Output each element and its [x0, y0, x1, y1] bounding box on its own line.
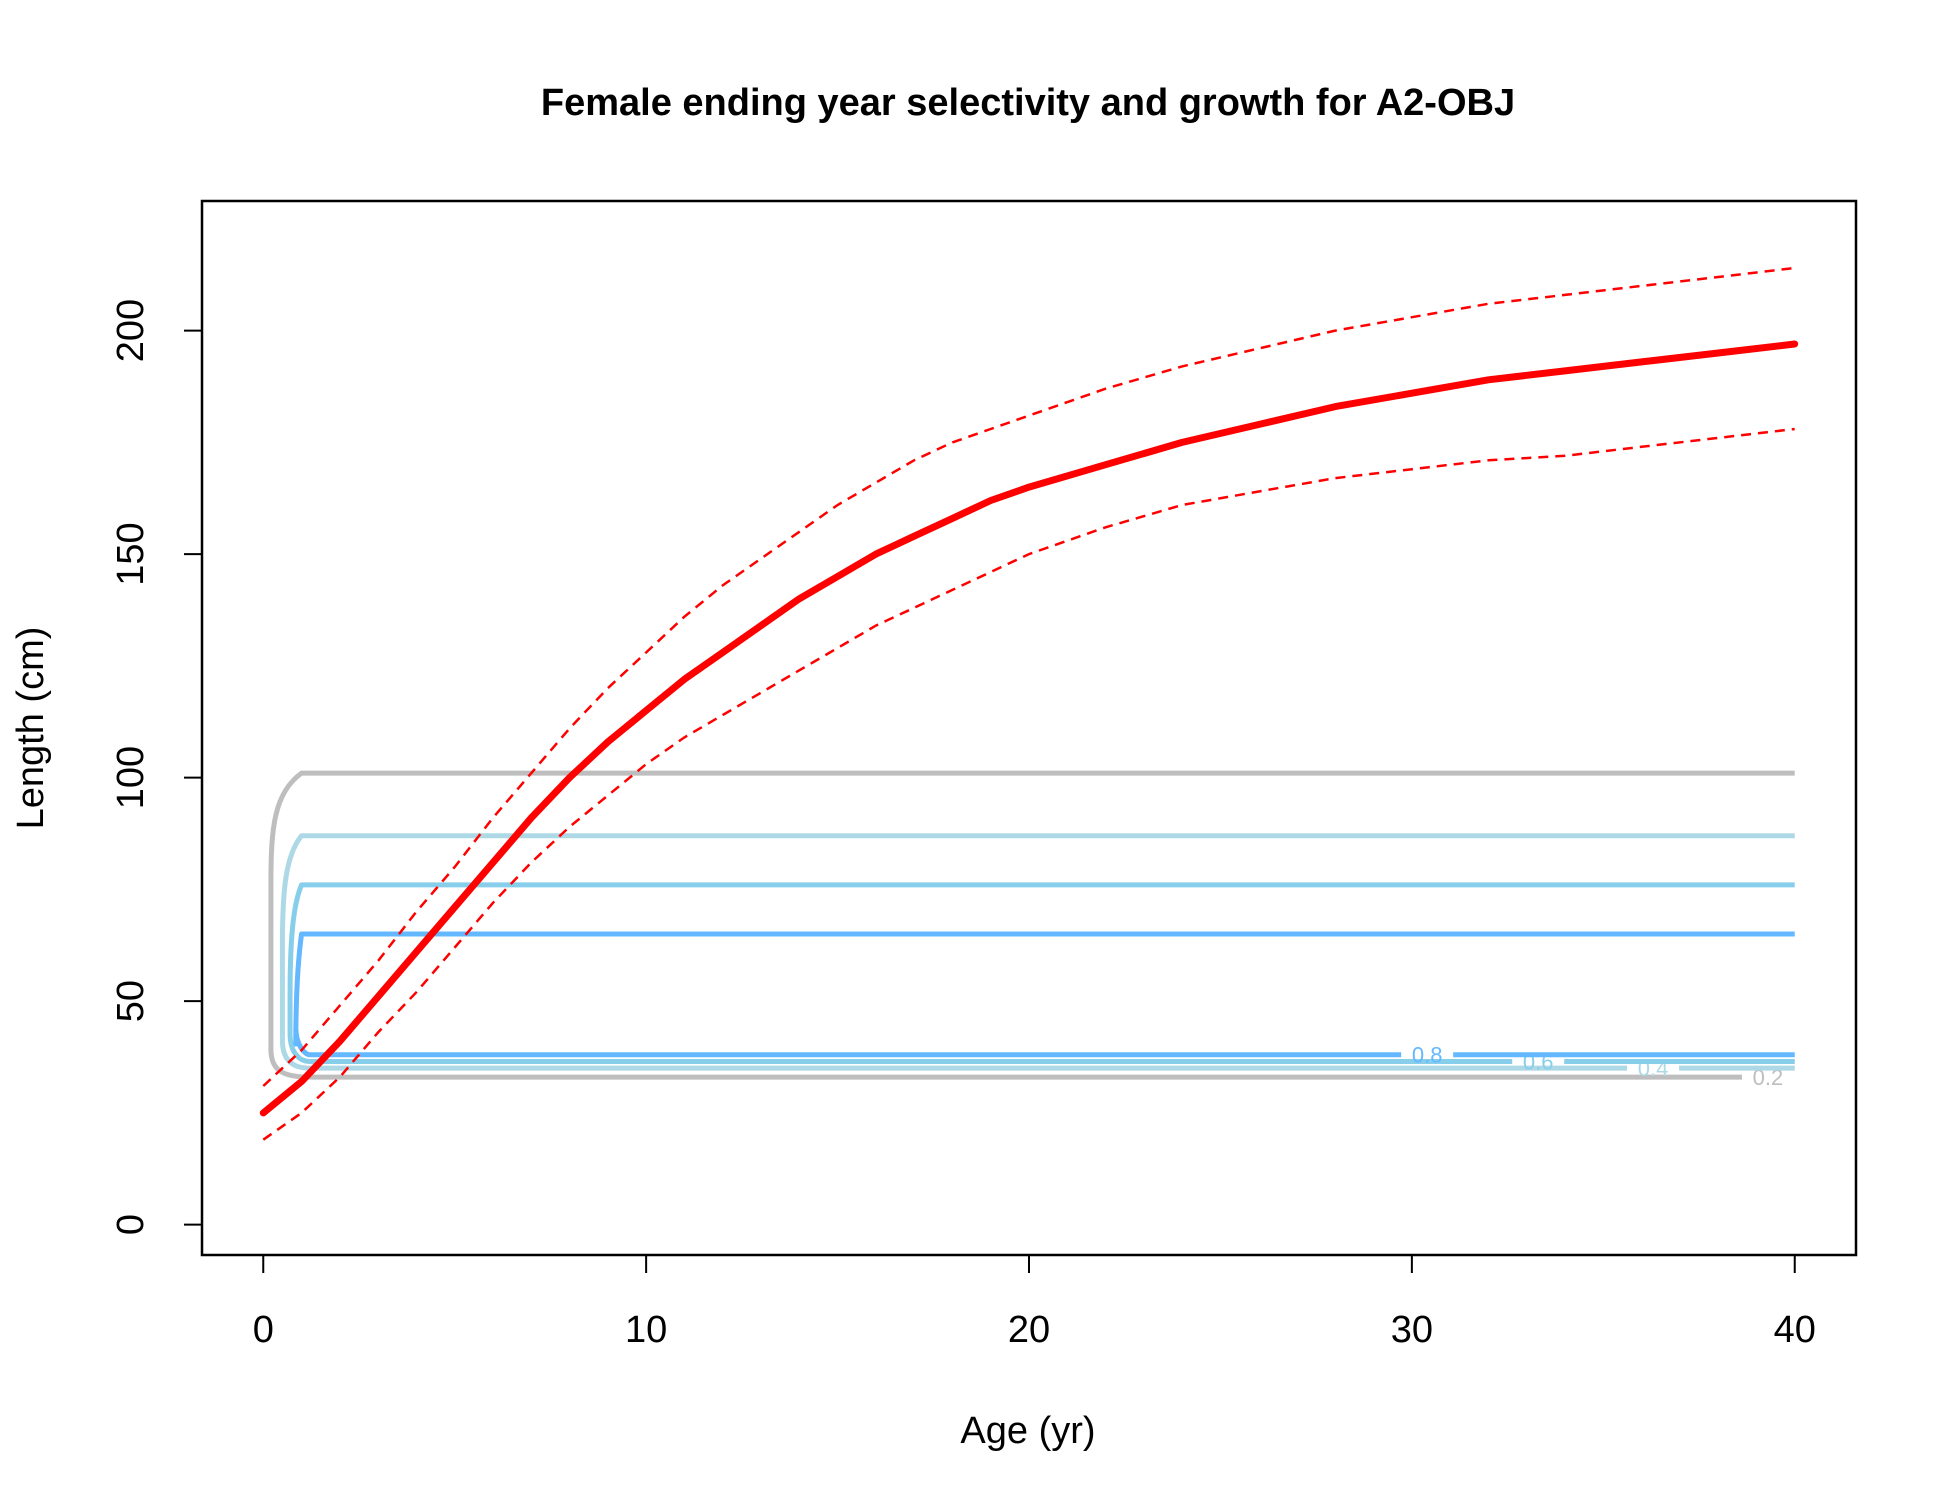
selectivity-contour-0.4 — [279, 833, 1795, 1071]
x-tick-label: 10 — [625, 1309, 667, 1351]
growth-mean-curve — [259, 340, 1799, 1117]
x-tick-label: 20 — [1008, 1309, 1050, 1351]
selectivity-contour-0.2 — [268, 770, 1795, 1080]
chart-title: Female ending year selectivity and growt… — [541, 82, 1515, 124]
x-tick-label: 30 — [1391, 1309, 1433, 1351]
x-tick-label: 0 — [253, 1309, 274, 1351]
y-axis: 0 50 100 150 200 — [110, 299, 203, 1235]
growth-upper-interval — [262, 266, 1795, 1087]
x-axis: 0 10 20 30 40 — [253, 1254, 1816, 1351]
y-tick-label: 200 — [110, 299, 152, 362]
selectivity-contours: 0.20.40.60.8 — [268, 770, 1795, 1090]
y-tick-label: 50 — [110, 980, 152, 1022]
x-tick-label: 40 — [1774, 1309, 1816, 1351]
y-tick-label: 150 — [110, 522, 152, 585]
growth-curves — [259, 266, 1799, 1141]
y-axis-label: Length (cm) — [10, 627, 52, 830]
selectivity-contour-0.6 — [287, 882, 1795, 1064]
y-tick-label: 100 — [110, 746, 152, 809]
x-axis-label: Age (yr) — [960, 1410, 1095, 1452]
selectivity-contour-0.8 — [293, 931, 1795, 1058]
growth-lower-interval — [262, 427, 1795, 1141]
contour-label-0.8: 0.8 — [1412, 1043, 1443, 1068]
y-tick-label: 0 — [110, 1214, 152, 1235]
plot-frame — [200, 199, 1858, 1257]
